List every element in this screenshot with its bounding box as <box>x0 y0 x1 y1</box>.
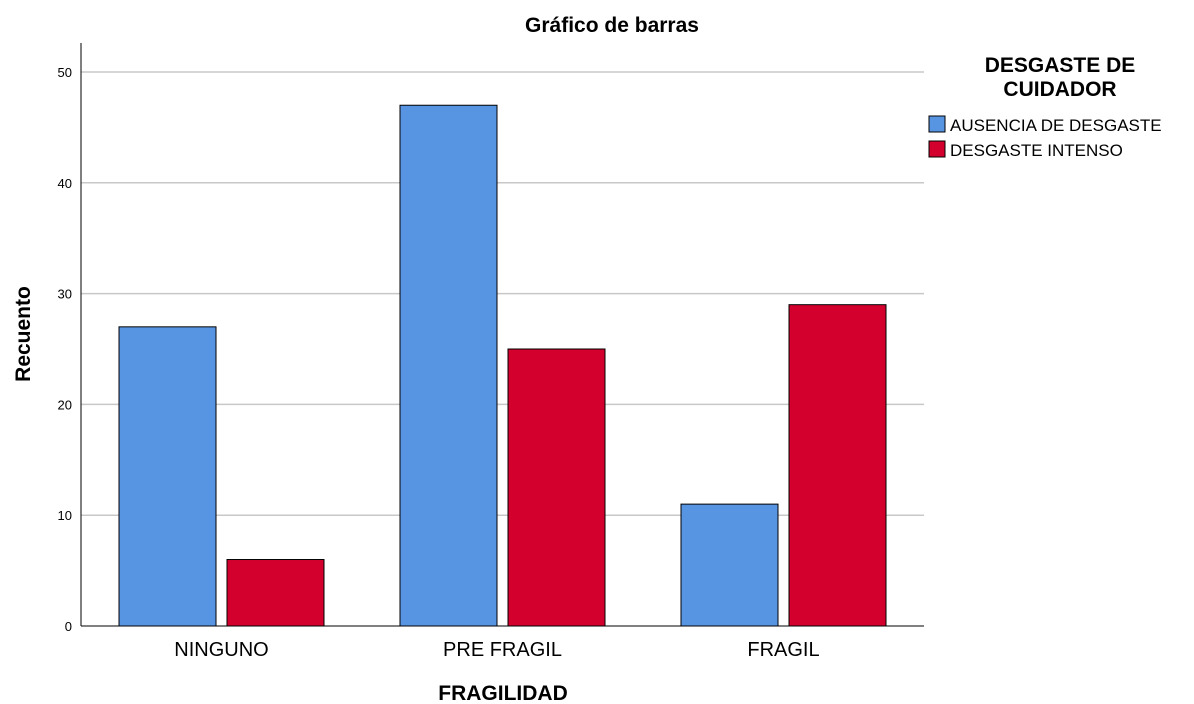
bar-fragil-series-0 <box>680 503 779 627</box>
x-tick-label-pre-fragil: PRE FRAGIL <box>443 639 562 661</box>
bar-pre-fragil-series-0 <box>399 104 498 627</box>
y-tick-label-40: 40 <box>58 176 72 191</box>
legend-swatch-desgaste-intenso <box>928 140 946 158</box>
legend-swatch-ausencia <box>928 115 946 133</box>
legend-title-line-1: DESGASTE DE <box>985 54 1136 77</box>
bars <box>118 104 887 627</box>
y-tick-label-30: 30 <box>58 287 72 302</box>
x-tick-label-ninguno: NINGUNO <box>174 639 268 661</box>
x-axis-title: FRAGILIDAD <box>438 682 568 704</box>
legend-title-line-2: CUIDADOR <box>1003 78 1116 101</box>
legend-label-desgaste-intenso: DESGASTE INTENSO <box>950 141 1123 160</box>
y-tick-label-10: 10 <box>58 508 72 523</box>
x-tick-label-fragil: FRAGIL <box>747 639 819 661</box>
y-tick-label-50: 50 <box>58 65 72 80</box>
bar-ninguno-series-0 <box>118 326 217 627</box>
legend: DESGASTE DE CUIDADOR AUSENCIA DE DESGAST… <box>928 54 1162 160</box>
x-tick-labels: NINGUNO PRE FRAGIL FRAGIL <box>174 639 819 661</box>
y-tick-label-20: 20 <box>58 397 72 412</box>
y-tick-labels: 0 10 20 30 40 50 <box>58 65 72 634</box>
bar-ninguno-series-1 <box>226 559 325 627</box>
y-axis-title: Recuento <box>12 286 35 382</box>
y-tick-label-0: 0 <box>65 619 72 634</box>
bar-fragil-series-1 <box>788 304 887 627</box>
legend-label-ausencia: AUSENCIA DE DESGASTE <box>950 116 1162 135</box>
bar-pre-fragil-series-1 <box>507 348 606 627</box>
gridlines <box>81 71 924 516</box>
chart-title: Gráfico de barras <box>525 14 699 37</box>
